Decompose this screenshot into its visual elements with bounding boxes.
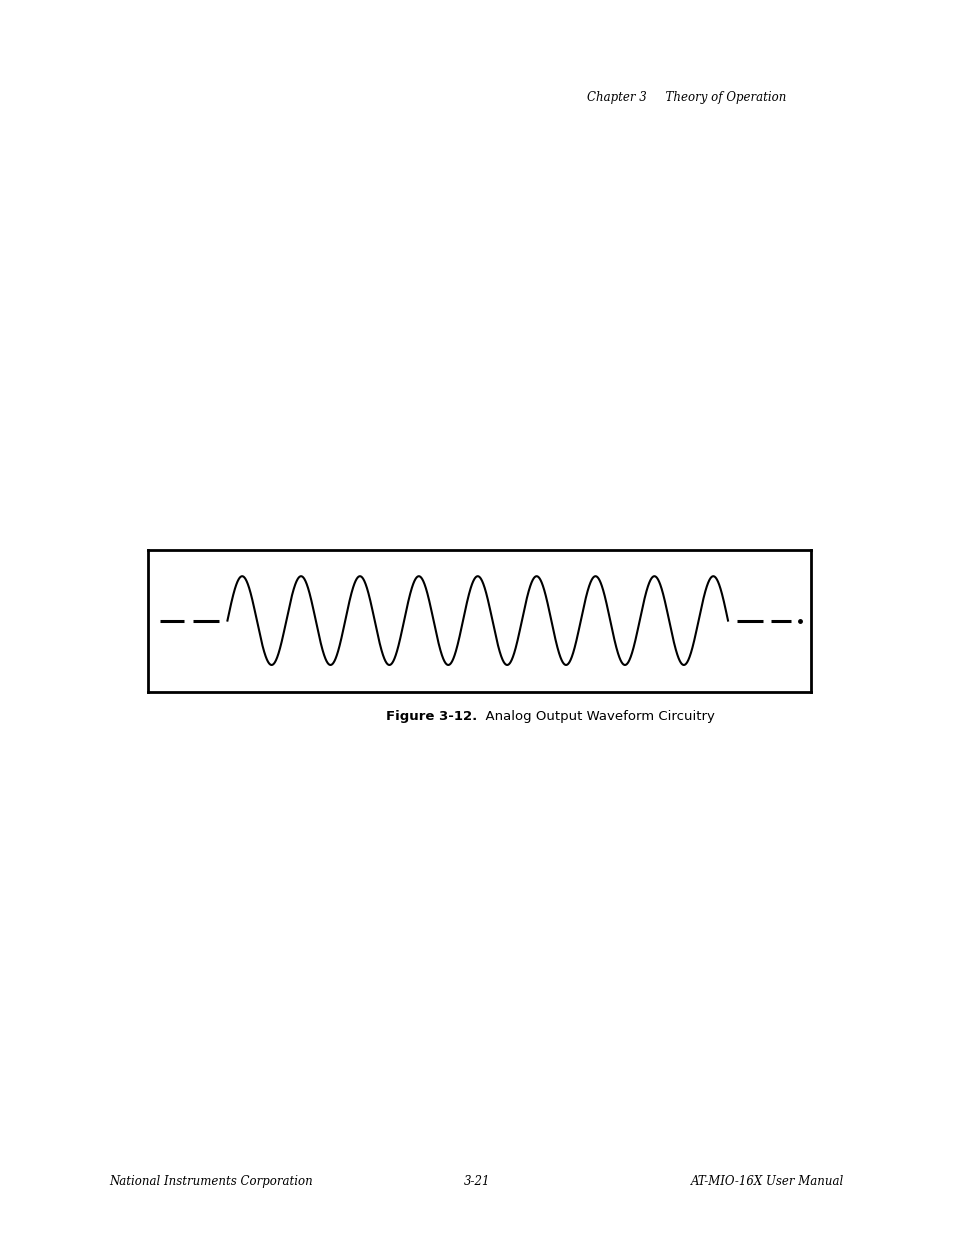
Text: Figure 3-12.: Figure 3-12. xyxy=(385,710,476,724)
Text: Chapter 3     Theory of Operation: Chapter 3 Theory of Operation xyxy=(587,91,785,105)
Text: National Instruments Corporation: National Instruments Corporation xyxy=(110,1174,314,1188)
Text: 3-21: 3-21 xyxy=(463,1174,490,1188)
Text: AT-MIO-16X User Manual: AT-MIO-16X User Manual xyxy=(690,1174,843,1188)
Text: Analog Output Waveform Circuitry: Analog Output Waveform Circuitry xyxy=(476,710,714,724)
